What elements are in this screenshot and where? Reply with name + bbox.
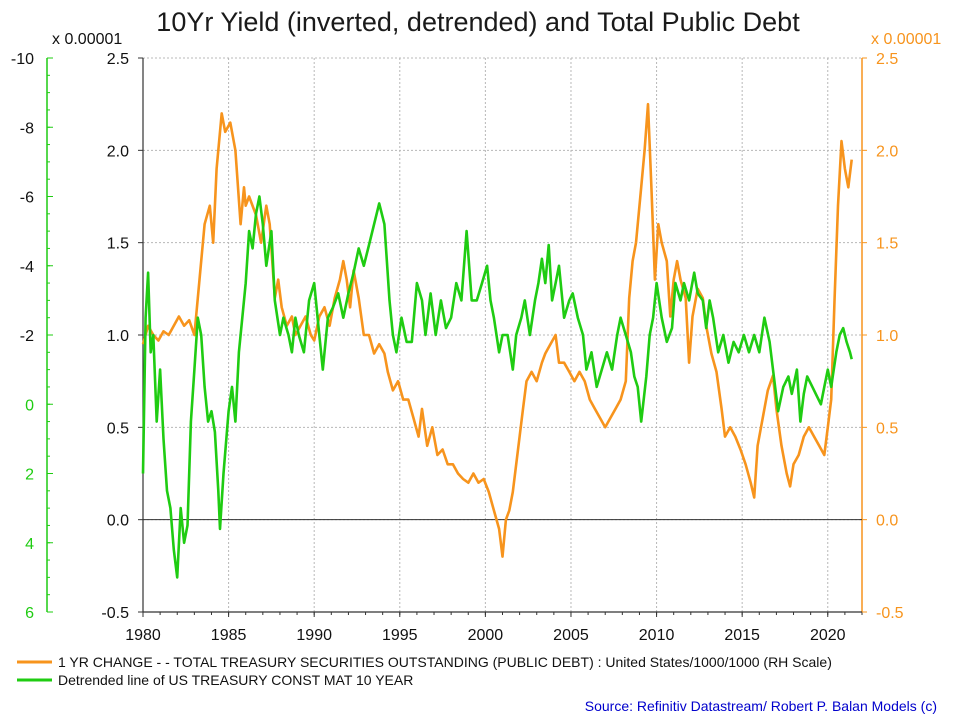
- left-tick-label-7: 4: [25, 536, 34, 553]
- x-tick-label-4: 2000: [468, 627, 504, 644]
- grid-lines: [142, 57, 862, 613]
- left-tick-label-8: 6: [25, 605, 34, 622]
- mid-tick-label-5: 0.0: [107, 513, 129, 530]
- x-tick-label-5: 2005: [553, 627, 589, 644]
- x-tick-label-7: 2015: [724, 627, 760, 644]
- left-axis-multiplier: x 0.00001: [52, 31, 122, 48]
- x-tick-label-0: 1980: [125, 627, 161, 644]
- mid-tick-label-6: -0.5: [101, 605, 129, 622]
- left-tick-label-0: -10: [11, 51, 34, 68]
- right-tick-label-3: 1.0: [876, 328, 898, 345]
- legend: 1 YR CHANGE - - TOTAL TREASURY SECURITIE…: [17, 654, 832, 688]
- source-credit: Source: Refinitiv Datastream/ Robert P. …: [585, 698, 937, 714]
- mid-tick-label-4: 0.5: [107, 420, 129, 437]
- mid-tick-label-1: 2.0: [107, 143, 129, 160]
- left-tick-label-3: -4: [20, 259, 34, 276]
- series-public-debt: [141, 102, 853, 558]
- x-tick-label-8: 2020: [810, 627, 846, 644]
- left-tick-label-1: -8: [20, 120, 34, 137]
- tick-labels: 1980 1985 1990 1995 2000 2005 2010 2015 2020 2.5 2…: [11, 51, 904, 644]
- right-tick-label-5: 0.0: [876, 513, 898, 530]
- right-tick-label-1: 2.0: [876, 143, 898, 160]
- right-tick-label-4: 0.5: [876, 420, 898, 437]
- mid-tick-label-2: 1.5: [107, 236, 129, 253]
- legend-label-debt: 1 YR CHANGE - - TOTAL TREASURY SECURITIE…: [58, 654, 832, 670]
- right-tick-label-0: 2.5: [876, 51, 898, 68]
- chart-title: 10Yr Yield (inverted, detrended) and Tot…: [156, 7, 800, 37]
- left-tick-label-4: -2: [20, 328, 34, 345]
- right-axis-multiplier: x 0.00001: [871, 31, 941, 48]
- x-tick-label-2: 1990: [296, 627, 332, 644]
- left-tick-label-5: 0: [25, 397, 34, 414]
- series-10yr-yield: [141, 195, 853, 579]
- mid-tick-label-3: 1.0: [107, 328, 129, 345]
- mid-tick-label-0: 2.5: [107, 51, 129, 68]
- x-tick-label-1: 1985: [211, 627, 247, 644]
- x-tick-label-3: 1995: [382, 627, 418, 644]
- left-tick-label-6: 2: [25, 467, 34, 484]
- right-tick-label-2: 1.5: [876, 236, 898, 253]
- legend-label-yield: Detrended line of US TREASURY CONST MAT …: [58, 672, 413, 688]
- x-tick-label-6: 2010: [639, 627, 675, 644]
- left-tick-label-2: -6: [20, 190, 34, 207]
- series-lines: [141, 102, 853, 579]
- axes: [46, 57, 867, 617]
- right-tick-label-6: -0.5: [876, 605, 904, 622]
